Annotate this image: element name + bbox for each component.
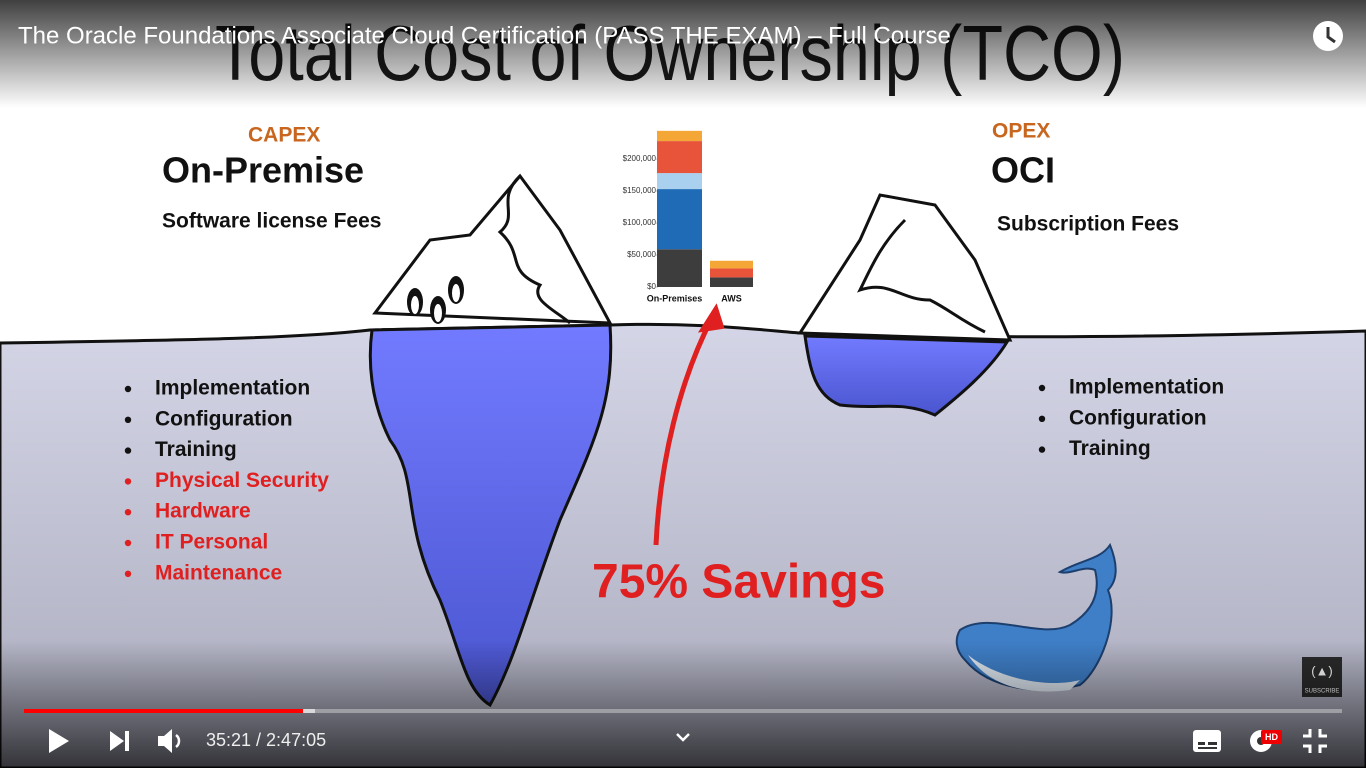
time-display: 35:21 / 2:47:05 xyxy=(206,730,326,750)
right-title: OCI xyxy=(991,150,1055,191)
video-title[interactable]: The Oracle Foundations Associate Cloud C… xyxy=(18,22,951,49)
progress-played xyxy=(24,709,303,713)
right-subtitle: Subscription Fees xyxy=(997,213,1179,236)
bar-segment xyxy=(657,141,702,174)
top-gradient xyxy=(0,0,1366,108)
play-button[interactable] xyxy=(49,729,69,753)
chapter-chevron[interactable] xyxy=(676,733,690,742)
list-item: Physical Security xyxy=(155,469,329,492)
y-tick-label: $150,000 xyxy=(623,186,657,195)
hd-badge: HD xyxy=(1265,732,1278,742)
y-tick-label: $200,000 xyxy=(623,154,657,163)
progress-track[interactable] xyxy=(24,709,1342,713)
watch-later[interactable] xyxy=(1313,21,1343,51)
list-item: Configuration xyxy=(1069,406,1207,429)
list-item: Training xyxy=(1069,437,1151,460)
bar-segment xyxy=(657,249,702,287)
bar-segment xyxy=(710,277,753,287)
bullet xyxy=(124,509,132,516)
list-item: Maintenance xyxy=(155,561,282,584)
bullet xyxy=(1038,446,1046,453)
left-subtitle: Software license Fees xyxy=(162,210,381,233)
bullet xyxy=(124,570,132,577)
bottom-gradient xyxy=(0,640,1366,768)
callout: 75% Savings xyxy=(592,556,885,609)
list-item: Implementation xyxy=(1069,376,1224,399)
captions-button[interactable] xyxy=(1193,730,1221,752)
bullet xyxy=(124,539,132,547)
y-tick-label: $0 xyxy=(647,282,656,291)
next-button[interactable] xyxy=(110,731,129,751)
y-tick-label: $100,000 xyxy=(623,218,657,227)
y-tick-label: $50,000 xyxy=(627,250,656,259)
bullet xyxy=(124,478,132,485)
iceberg-underwater xyxy=(803,334,1010,417)
left-title: On-Premise xyxy=(162,150,364,191)
bar-segment xyxy=(710,260,753,269)
x-tick-label: On-Premises xyxy=(647,293,703,303)
x-tick-label: AWS xyxy=(721,293,742,303)
settings-button[interactable]: HD xyxy=(1250,730,1282,752)
iceberg-line xyxy=(497,174,571,325)
arrow-head xyxy=(697,303,725,333)
bullet xyxy=(124,385,132,393)
iceberg-top xyxy=(797,193,1013,342)
bar-segment xyxy=(657,189,702,250)
list-item: Configuration xyxy=(155,407,293,430)
bar-segment xyxy=(710,268,753,278)
mini-chart: $0 $50,000 $100,000 $150,000 $200,000 On-Prem… xyxy=(623,130,753,303)
left-label: CAPEX xyxy=(248,124,320,147)
bar-segment xyxy=(657,130,702,142)
volume-button[interactable] xyxy=(158,729,181,753)
exit-fullscreen-button[interactable] xyxy=(1303,729,1327,753)
list-item: Hardware xyxy=(155,500,251,523)
bullet xyxy=(1038,384,1046,392)
bullet-lists: Implementation Configuration Training Physi… xyxy=(124,376,1224,584)
bullet xyxy=(124,447,132,454)
bullet xyxy=(1038,415,1046,422)
bullet xyxy=(124,416,132,423)
list-item: Implementation xyxy=(155,377,310,400)
iceberg-line xyxy=(857,218,986,334)
right-label: OPEX xyxy=(992,120,1050,143)
list-item: IT Personal xyxy=(155,531,268,554)
list-item: Training xyxy=(155,438,237,461)
arrow xyxy=(653,316,715,546)
bar-segment xyxy=(657,173,702,190)
